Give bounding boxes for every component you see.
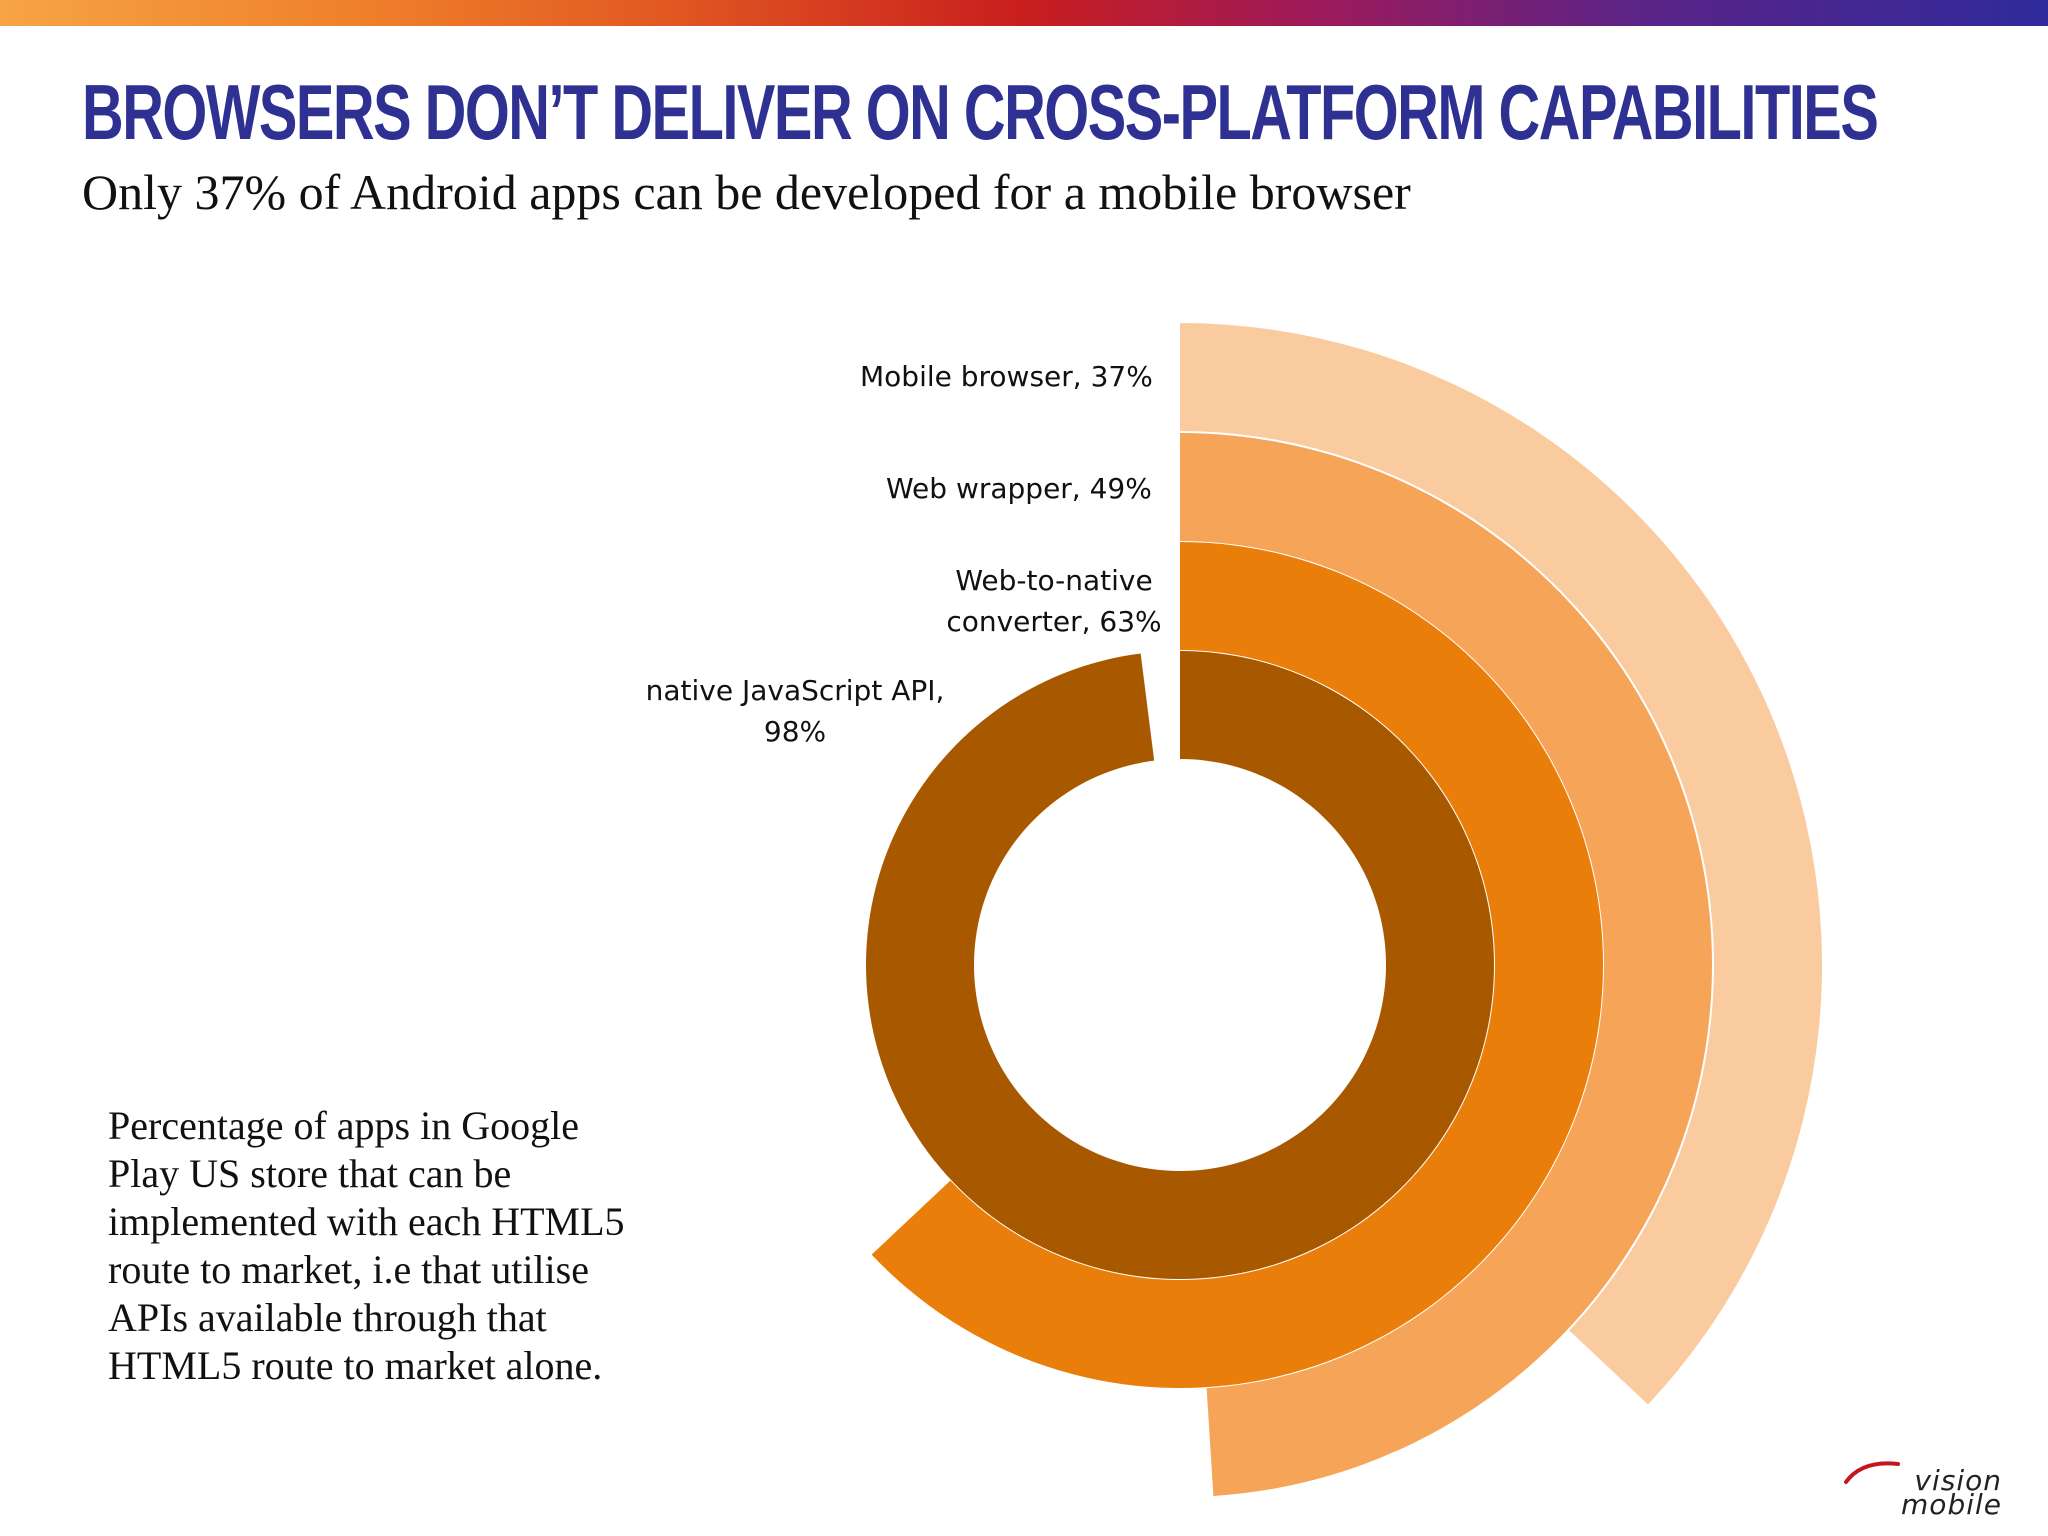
label-line: Web-to-native [955, 564, 1153, 597]
ring-native-javascript-api [866, 651, 1495, 1279]
page-subtitle: Only 37% of Android apps can be develope… [82, 164, 1411, 220]
label-line: Web wrapper, 49% [886, 472, 1152, 505]
label-line: native JavaScript API, [645, 674, 945, 707]
ring-web-wrapper [1180, 433, 1713, 1496]
label-line: converter, 63% [946, 605, 1162, 638]
label-native-javascript-api: native JavaScript API, 98% [640, 670, 950, 752]
ring-web-to-native [871, 542, 1603, 1388]
logo-swoosh-icon [1844, 1461, 1900, 1484]
label-web-wrapper: Web wrapper, 49% [886, 468, 1152, 509]
logo-text: vision [1914, 1464, 2002, 1497]
chart-description: Percentage of apps in Google Play US sto… [108, 1103, 625, 1388]
label-line: 98% [763, 715, 827, 748]
page-title: Browsers don’t deliver on cross-platform… [82, 68, 1879, 156]
top-gradient-bar [0, 0, 2048, 26]
ring-mobile-browser [1180, 323, 1822, 1405]
label-web-to-native: Web-to-native converter, 63% [934, 560, 1174, 642]
label-line: Mobile browser, 37% [860, 360, 1153, 393]
label-mobile-browser: Mobile browser, 37% [860, 356, 1153, 397]
logo-text: mobile [1901, 1488, 2002, 1521]
vision-mobile-logo: vision mobile [1842, 1458, 2012, 1522]
